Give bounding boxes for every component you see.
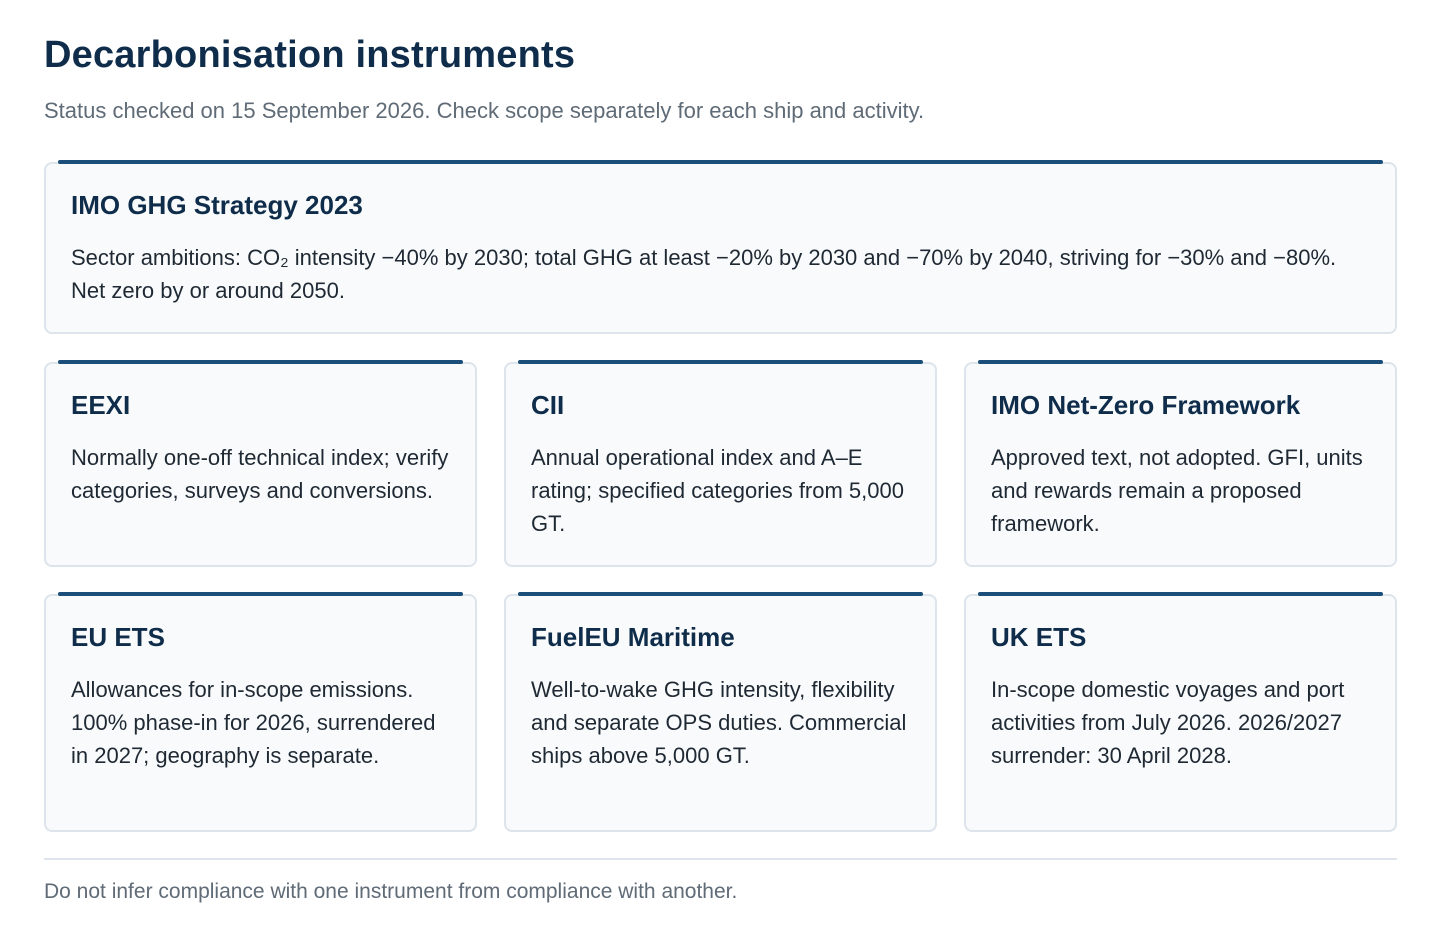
card-body: Approved text, not adopted. GFI, units a… bbox=[991, 445, 1363, 536]
card-accent-bar bbox=[58, 592, 463, 596]
card-accent-bar bbox=[978, 360, 1383, 364]
card-accent-bar bbox=[518, 592, 923, 596]
footer-note: Do not infer compliance with one instrum… bbox=[44, 880, 738, 903]
page-title: Decarbonisation instruments bbox=[44, 34, 576, 76]
card-title: EU ETS bbox=[71, 622, 165, 652]
footer-divider bbox=[44, 858, 1397, 860]
card-imo-ghg-strategy: IMO GHG Strategy 2023 Sector ambitions: … bbox=[44, 160, 1397, 334]
card-body: Annual operational index and A–E rating;… bbox=[531, 445, 904, 536]
card-title: UK ETS bbox=[991, 622, 1087, 652]
card-body: In-scope domestic voyages and port activ… bbox=[991, 677, 1345, 768]
card-eexi: EEXI Normally one-off technical index; v… bbox=[44, 360, 477, 567]
card-accent-bar bbox=[518, 360, 923, 364]
card-title: CII bbox=[531, 390, 565, 420]
card-uk-ets: UK ETS In-scope domestic voyages and por… bbox=[964, 592, 1397, 832]
card-title: EEXI bbox=[71, 390, 131, 420]
card-title: FuelEU Maritime bbox=[531, 622, 735, 652]
page-subtitle: Status checked on 15 September 2026. Che… bbox=[44, 98, 925, 123]
card-title: IMO Net-Zero Framework bbox=[991, 390, 1301, 420]
card-accent-bar bbox=[58, 160, 1383, 164]
card-body: Normally one-off technical index; verify… bbox=[71, 445, 449, 503]
card-fueleu-maritime: FuelEU Maritime Well-to-wake GHG intensi… bbox=[504, 592, 937, 832]
card-body: Allowances for in-scope emissions. 100% … bbox=[71, 677, 436, 768]
card-title: IMO GHG Strategy 2023 bbox=[71, 190, 363, 220]
card-body: Sector ambitions: CO₂ intensity −40% by … bbox=[71, 245, 1337, 303]
card-cii: CII Annual operational index and A–E rat… bbox=[504, 360, 937, 567]
card-eu-ets: EU ETS Allowances for in-scope emissions… bbox=[44, 592, 477, 832]
card-accent-bar bbox=[978, 592, 1383, 596]
card-accent-bar bbox=[58, 360, 463, 364]
card-imo-net-zero-framework: IMO Net-Zero Framework Approved text, no… bbox=[964, 360, 1397, 567]
card-body: Well-to-wake GHG intensity, flexibility … bbox=[531, 677, 907, 768]
